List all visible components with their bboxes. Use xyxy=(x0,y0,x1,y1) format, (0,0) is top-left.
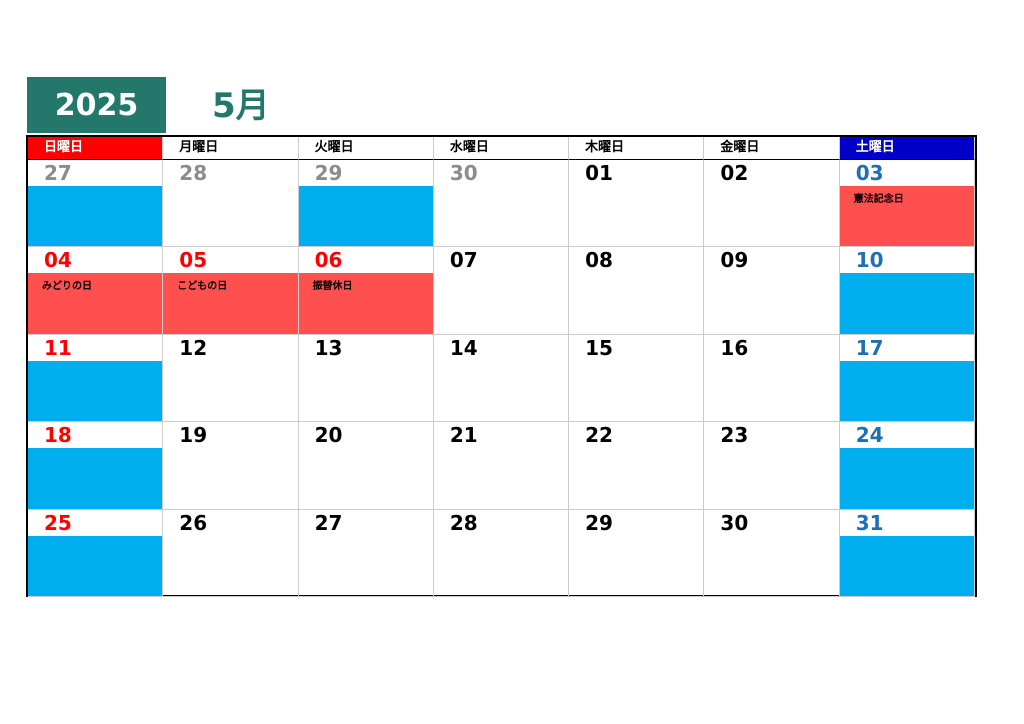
day-number: 27 xyxy=(44,161,72,185)
day-cell: 25 xyxy=(28,509,164,597)
day-cell: 24 xyxy=(839,422,975,510)
day-band xyxy=(839,273,974,334)
day-cell: 22 xyxy=(569,422,705,510)
day-number: 26 xyxy=(179,510,208,535)
day-cell: 07 xyxy=(433,247,570,335)
day-cell: 振替休日 06 xyxy=(298,247,434,335)
day-number: 05 xyxy=(179,248,208,273)
weekday-header: 日曜日 xyxy=(28,137,164,160)
day-cell: 14 xyxy=(433,334,570,423)
day-cell: 16 xyxy=(704,334,840,423)
day-band xyxy=(28,535,163,596)
day-number: 24 xyxy=(855,423,884,448)
day-cell: 09 xyxy=(704,247,840,335)
day-number: 22 xyxy=(585,423,613,448)
day-cell: 26 xyxy=(163,509,299,597)
day-cell: 10 xyxy=(839,247,975,335)
day-number: 08 xyxy=(585,248,613,273)
holiday-name: 憲法記念日 xyxy=(853,194,904,205)
weekday-header: 火曜日 xyxy=(298,137,434,160)
holiday-name: みどりの日 xyxy=(42,281,92,293)
day-band xyxy=(839,535,974,596)
day-cell: 29 xyxy=(569,509,705,597)
weekday-header: 水曜日 xyxy=(433,137,570,160)
day-band xyxy=(839,360,974,422)
day-number: 29 xyxy=(314,161,343,185)
day-number: 28 xyxy=(449,510,478,535)
day-cell: 30 xyxy=(704,509,840,597)
day-cell: みどりの日 04 xyxy=(28,247,164,335)
day-band: 振替休日 xyxy=(298,273,433,334)
day-band xyxy=(28,360,163,422)
day-number: 20 xyxy=(314,423,343,448)
day-number: 17 xyxy=(855,335,884,360)
day-band: みどりの日 xyxy=(28,273,163,334)
day-number: 06 xyxy=(314,248,343,273)
day-number: 15 xyxy=(585,335,613,360)
day-cell: 28 xyxy=(163,160,299,248)
day-cell: 18 xyxy=(28,422,164,510)
day-cell: 21 xyxy=(433,422,570,510)
day-number: 04 xyxy=(44,248,72,273)
day-number: 07 xyxy=(449,248,478,273)
day-number: 21 xyxy=(449,423,478,448)
day-cell: 29 xyxy=(298,160,434,248)
day-cell: 12 xyxy=(163,334,299,423)
day-number: 10 xyxy=(855,248,884,273)
day-cell: 02 xyxy=(704,160,840,248)
day-number: 18 xyxy=(44,423,72,448)
year: 2025 xyxy=(27,77,166,133)
day-number: 03 xyxy=(855,161,884,185)
holiday-name: こどもの日 xyxy=(177,281,228,293)
day-cell: 20 xyxy=(298,422,434,510)
day-cell: 17 xyxy=(839,334,975,423)
day-cell: 憲法記念日 03 xyxy=(839,160,975,248)
day-cell: 30 xyxy=(433,160,570,248)
day-cell: こどもの日 05 xyxy=(163,247,299,335)
holiday-name: 振替休日 xyxy=(312,281,353,293)
day-number: 14 xyxy=(449,335,478,360)
day-number: 01 xyxy=(585,161,613,185)
day-number: 23 xyxy=(720,423,749,448)
day-number: 02 xyxy=(720,161,749,185)
day-number: 30 xyxy=(449,161,478,185)
calendar-grid: 日曜日 月曜日 火曜日 水曜日 木曜日 金曜日 土曜日 27 28 29 30 01 02 憲法記念日 03… xyxy=(26,135,977,597)
day-number: 25 xyxy=(44,510,72,535)
day-cell: 15 xyxy=(569,334,705,423)
day-band xyxy=(28,448,163,509)
day-cell: 13 xyxy=(298,334,434,423)
day-number: 11 xyxy=(44,335,72,360)
day-band xyxy=(839,448,974,509)
day-number: 16 xyxy=(720,335,749,360)
weekday-header: 木曜日 xyxy=(569,137,705,160)
weekday-header: 土曜日 xyxy=(839,137,975,160)
day-band: こどもの日 xyxy=(163,273,298,334)
day-number: 09 xyxy=(720,248,749,273)
day-cell: 01 xyxy=(569,160,705,248)
day-number: 31 xyxy=(855,510,884,535)
month: 5月 xyxy=(212,86,270,126)
day-cell: 27 xyxy=(298,509,434,597)
weekday-header: 金曜日 xyxy=(704,137,840,160)
day-number: 27 xyxy=(314,510,343,535)
day-number: 28 xyxy=(179,161,208,185)
day-cell: 27 xyxy=(28,160,164,248)
day-cell: 31 xyxy=(839,509,975,597)
day-band: 憲法記念日 xyxy=(839,186,974,247)
day-number: 12 xyxy=(179,335,208,360)
day-band xyxy=(28,186,163,247)
day-number: 29 xyxy=(585,510,613,535)
day-band xyxy=(298,186,433,247)
day-cell: 11 xyxy=(28,334,164,423)
day-number: 13 xyxy=(314,335,343,360)
day-cell: 23 xyxy=(704,422,840,510)
day-cell: 28 xyxy=(433,509,570,597)
day-number: 30 xyxy=(720,510,749,535)
day-cell: 08 xyxy=(569,247,705,335)
day-cell: 19 xyxy=(163,422,299,510)
day-number: 19 xyxy=(179,423,208,448)
weekday-header: 月曜日 xyxy=(163,137,299,160)
